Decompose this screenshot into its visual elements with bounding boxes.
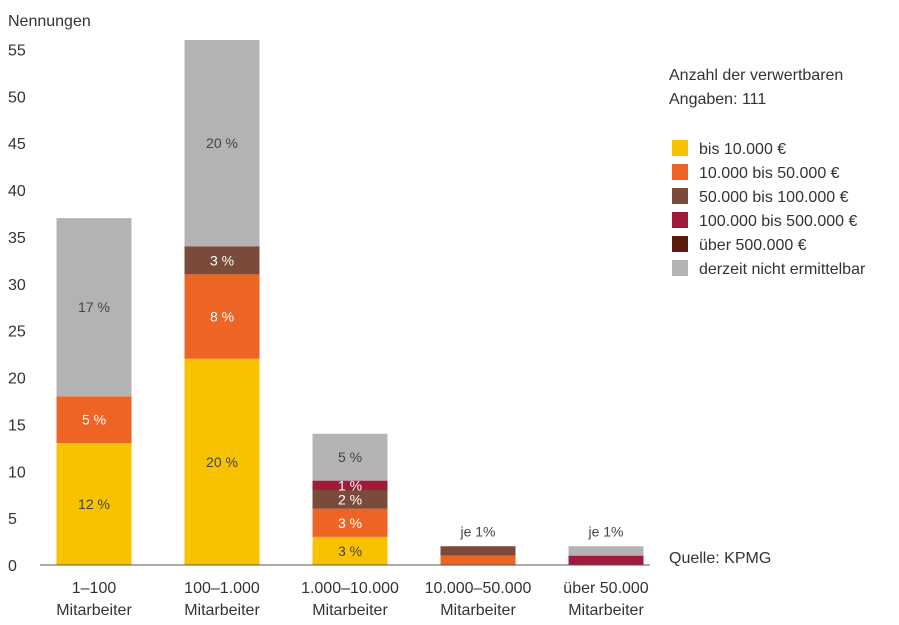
bar-top-label: je 1% [459,523,495,539]
y-tick-label: 10 [8,464,26,481]
bar-segment [312,508,388,537]
x-tick-label: über 50.000 [563,580,649,597]
x-tick-label: 10.000–50.000 [425,580,532,597]
bar-segment-label: 17 % [78,299,110,315]
bar-segment [440,546,516,556]
x-tick-label: 100–1.000 [184,580,260,597]
legend-swatch [672,260,688,276]
bar-stack: 20 % 8 % 3 % 20 % [184,40,260,565]
x-tick-label: 1–100 [72,580,117,597]
bar-segment-label: 5 % [338,449,362,465]
bar-segment-label: 12 % [78,496,110,512]
bar-segment [184,358,260,565]
legend-swatch [672,188,688,204]
x-tick-label: Mitarbeiter [312,602,388,619]
bar-segment-label: 5 % [82,412,106,428]
bar-segment [312,536,388,565]
y-tick-label: 50 [8,89,26,106]
bar-stack: 12 % 5 % 17 % [56,218,132,565]
bar-segment [312,433,388,481]
y-tick-label: 40 [8,183,26,200]
y-tick-label: 15 [8,417,26,434]
bar-top-label: je 1% [587,523,623,539]
bar-segment-label: 2 % [338,491,362,507]
bar-segment [440,555,516,565]
bar-segment-label: 20 % [206,135,238,151]
bar-segment-label: 3 % [338,543,362,559]
bar-stack: je 1% [568,523,644,565]
legend-entry: derzeit nicht ermittelbar [699,261,866,278]
x-tick-label: Mitarbeiter [56,602,132,619]
y-axis: 0 5 10 15 20 25 30 35 40 45 50 55 [8,42,26,575]
bar-segment-label: 20 % [206,454,238,470]
bar-stack: je 1% [440,523,516,565]
x-tick-label: Mitarbeiter [568,602,644,619]
bar-segment-label: 3 % [338,515,362,531]
legend-swatch [672,212,688,228]
legend-swatch [672,164,688,180]
x-tick-label: 1.000–10.000 [301,580,399,597]
bar-segment [312,490,388,509]
legend-swatch [672,236,688,252]
x-axis: 1–100 Mitarbeiter 100–1.000 Mitarbeiter 1.00… [40,564,650,619]
legend-entry: 100.000 bis 500.000 € [699,213,857,230]
bar-segment [568,546,644,556]
y-tick-label: 5 [8,511,17,528]
legend-entry: 10.000 bis 50.000 € [699,165,840,182]
bar-segment [568,555,644,565]
bars: 12 % 5 % 17 % 20 % 8 % 3 % 20 % 3 % 3 % 2 %1 % 5 %… [56,40,644,565]
legend-entry: über 500.000 € [699,237,807,254]
y-axis-label: Nennungen [8,13,91,30]
bar-segment [184,274,260,359]
bar-segment [184,40,260,247]
note-line-1: Anzahl der verwertbaren [669,67,843,84]
bar-segment [312,480,388,490]
bar-segment-label: 1 % [338,477,362,493]
source-note: Quelle: KPMG [669,550,771,567]
bar-segment-label: 8 % [210,309,234,325]
x-tick-label: Mitarbeiter [440,602,516,619]
y-tick-label: 0 [8,558,17,575]
y-tick-label: 55 [8,42,26,59]
bar-segment [56,443,132,565]
bar-segment [56,218,132,397]
legend-swatch [672,140,688,156]
y-tick-label: 35 [8,230,26,247]
bar-segment [184,246,260,275]
y-tick-label: 30 [8,277,26,294]
legend-entry: bis 10.000 € [699,141,786,158]
y-tick-label: 45 [8,136,26,153]
y-tick-label: 25 [8,324,26,341]
y-tick-label: 20 [8,371,26,388]
legend: Anzahl der verwertbaren Angaben: 111 bis… [669,67,866,278]
bar-segment-label: 3 % [210,252,234,268]
x-tick-label: Mitarbeiter [184,602,260,619]
note-line-2: Angaben: 111 [669,91,766,108]
bar-segment [56,396,132,444]
bar-stack: 3 % 3 % 2 %1 % 5 % [312,433,388,565]
legend-entry: 50.000 bis 100.000 € [699,189,849,206]
